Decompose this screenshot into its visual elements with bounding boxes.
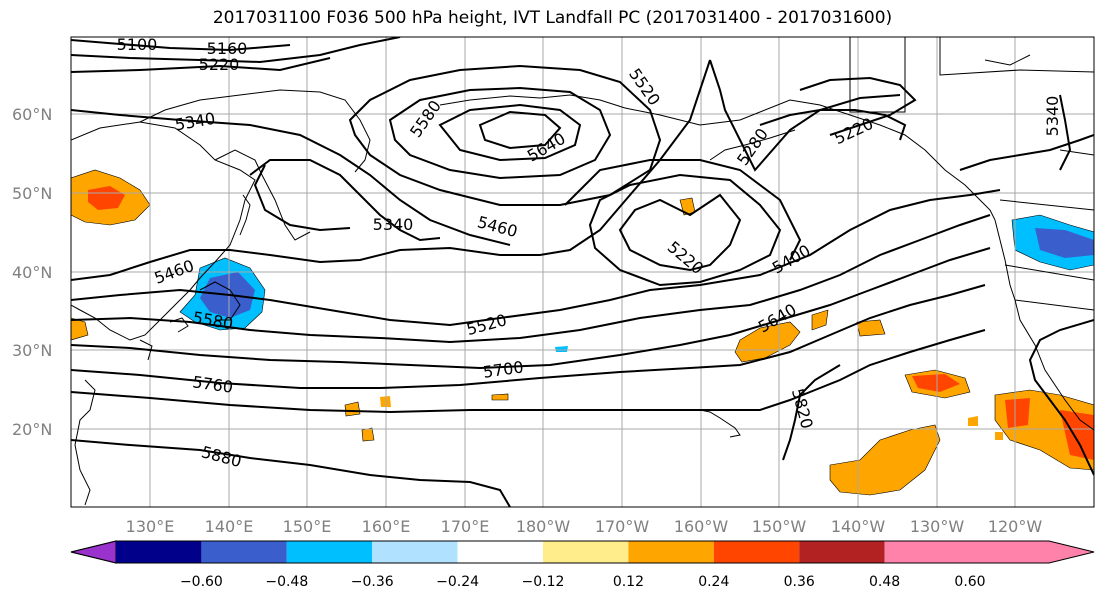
latitude-labels: 60°N 50°N 40°N 30°N 20°N [12, 105, 52, 439]
contour-label: 5340 [1043, 96, 1062, 137]
lat-label: 50°N [12, 184, 52, 203]
longitude-labels: 130°E 140°E 150°E 160°E 170°E 180°W 170°… [126, 517, 1043, 536]
ivt-positive-region [856, 319, 886, 337]
ivt-positive-region [1060, 410, 1094, 460]
lat-label: 60°N [12, 105, 52, 124]
lon-label: 160°E [362, 517, 411, 536]
lon-label: 160°W [674, 517, 729, 536]
lon-label: 140°W [831, 517, 886, 536]
colorbar-tick-label: 0.12 [613, 574, 644, 590]
colorbar-tick-label: −0.48 [265, 574, 308, 590]
colorbar: −0.60 −0.48 −0.36 −0.24 −0.12 0.12 0.24 … [70, 540, 1095, 590]
colorbar-tick-label: −0.12 [522, 574, 565, 590]
ivt-positive-region [995, 432, 1003, 440]
colorbar-tick-label: 0.36 [784, 574, 815, 590]
ivt-positive-region [968, 416, 978, 426]
ivt-positive-region [344, 401, 361, 417]
lon-label: 120°W [988, 517, 1043, 536]
colorbar-segment [543, 541, 629, 563]
map-frame [70, 36, 1095, 508]
ivt-positive-region [491, 393, 509, 401]
contour-label: 5340 [373, 215, 414, 234]
colorbar-max-extension [969, 541, 1094, 563]
colorbar-segment [372, 541, 458, 563]
ivt-negative-region [1035, 228, 1094, 258]
lat-label: 40°N [12, 263, 52, 282]
colorbar-tick-label: 0.48 [869, 574, 900, 590]
lon-label: 180°W [516, 517, 571, 536]
colorbar-tick-label: −0.24 [436, 574, 479, 590]
colorbar-tick-label: 0.60 [954, 574, 985, 590]
lon-label: 150°E [283, 517, 332, 536]
colorbar-segment [286, 541, 373, 563]
lat-label: 30°N [12, 341, 52, 360]
ivt-positive-region [88, 186, 125, 210]
colorbar-tick-label: 0.24 [698, 574, 729, 590]
ivt-positive-region [912, 374, 960, 392]
colorbar-segment [713, 541, 800, 563]
contour-label: 5160 [207, 39, 248, 58]
ivt-negative-region [555, 346, 568, 352]
colorbar-min-extension [70, 540, 117, 564]
colorbar-tick-label: −0.60 [180, 574, 223, 590]
colorbar-segment [884, 541, 970, 563]
contour-label: 5220 [199, 55, 240, 74]
colorbar-segment [201, 541, 287, 563]
coastlines [71, 37, 1094, 506]
lon-label: 130°W [910, 517, 965, 536]
colorbar-segment [116, 541, 202, 563]
colorbar-outline [70, 540, 1095, 564]
map-title: 2017031100 F036 500 hPa height, IVT Land… [212, 8, 893, 28]
colorbar-tick-label: −0.36 [351, 574, 394, 590]
colorbar-segment [457, 541, 543, 563]
ivt-positive-region [811, 309, 829, 331]
lon-label: 170°E [441, 517, 490, 536]
lon-label: 140°E [205, 517, 254, 536]
lon-label: 130°E [126, 517, 175, 536]
ivt-shading [71, 169, 1094, 496]
colorbar-segment [799, 541, 885, 563]
ivt-positive-region [1005, 398, 1030, 428]
ivt-positive-region [361, 427, 375, 442]
colorbar-segment [628, 541, 714, 563]
lon-label: 150°W [752, 517, 807, 536]
contour-label: 5100 [117, 35, 158, 54]
height-contours [71, 37, 1094, 507]
lon-label: 170°W [595, 517, 650, 536]
graticule [71, 37, 1094, 507]
lat-label: 20°N [12, 420, 52, 439]
ivt-positive-region [734, 321, 801, 363]
